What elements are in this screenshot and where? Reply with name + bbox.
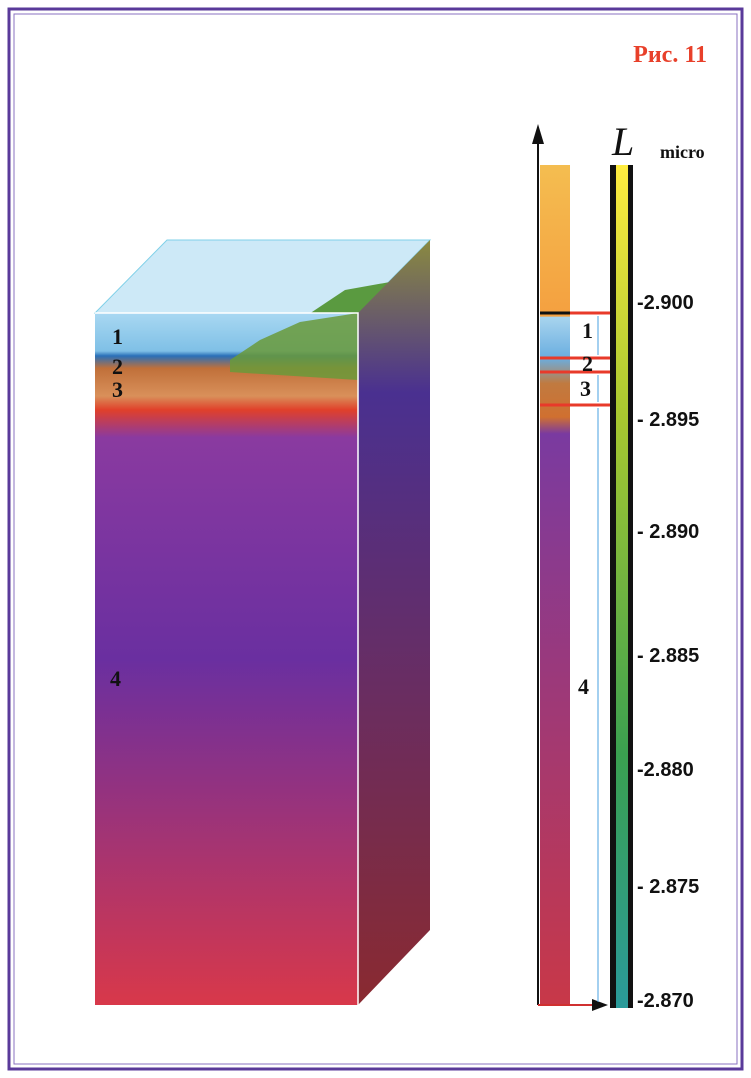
land-front <box>230 313 358 380</box>
scale-tick: -2.870 <box>637 990 694 1012</box>
layer-label: 3 <box>580 376 591 401</box>
arrow-head <box>532 124 544 144</box>
scale-bar <box>616 165 628 1008</box>
scale-symbol: L <box>611 119 634 164</box>
layer-label: 4 <box>110 666 121 691</box>
scale-tick: - 2.895 <box>637 409 699 431</box>
scale-bar-edge <box>628 165 633 1008</box>
scale-tick: -2.900 <box>637 292 694 314</box>
arrow-head <box>592 999 608 1011</box>
frame-inner <box>13 13 738 1065</box>
block-front <box>95 313 358 1005</box>
scale-subscript: micro <box>660 142 705 162</box>
scale-bar-edge <box>610 165 616 1008</box>
block-edge <box>95 312 359 1005</box>
figure-title: Рис. 11 <box>633 42 707 68</box>
layer-label: 3 <box>112 377 123 402</box>
layer-label: 2 <box>112 354 123 379</box>
frame <box>7 7 744 1071</box>
layer-lines <box>540 311 610 407</box>
layer-label: 1 <box>112 324 123 349</box>
scale-tick: - 2.875 <box>637 876 699 898</box>
layer-label: 4 <box>578 674 589 699</box>
column <box>540 165 570 1005</box>
scale-tick: - 2.885 <box>637 645 699 667</box>
block-side <box>358 240 430 1005</box>
layer-label: 1 <box>582 318 593 343</box>
layer-label: 2 <box>582 351 593 376</box>
column-gap <box>570 318 610 1005</box>
scale-tick: - 2.890 <box>637 521 699 543</box>
scale-tick: -2.880 <box>637 759 694 781</box>
